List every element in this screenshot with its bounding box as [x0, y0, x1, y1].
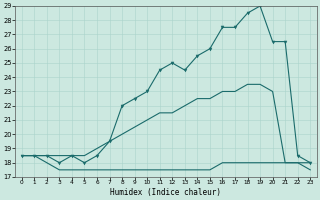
X-axis label: Humidex (Indice chaleur): Humidex (Indice chaleur) [110, 188, 221, 197]
